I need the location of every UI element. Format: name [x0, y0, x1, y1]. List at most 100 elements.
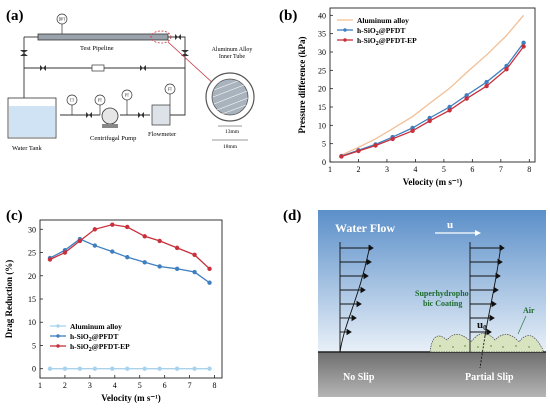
inner-tube-hatch: [211, 78, 249, 116]
data-point: [62, 250, 68, 255]
data-point: [174, 245, 180, 251]
data-point: [521, 40, 526, 46]
data-point: [521, 44, 526, 49]
legend-marker: [56, 344, 60, 348]
legend-marker: [343, 28, 347, 32]
pt-gauge: [94, 94, 106, 106]
data-point: [125, 224, 130, 230]
data-point: [92, 366, 98, 371]
x-tick-label: 5: [138, 381, 142, 390]
legend-label: h-SiO2@PFDT-EP: [357, 36, 417, 47]
inner-tube-label-2: Inner Tube: [219, 54, 246, 60]
partial-slip-profile: [469, 242, 505, 369]
data-point: [207, 280, 212, 285]
legend-marker: [56, 334, 60, 338]
dpt-gauge: [56, 13, 68, 25]
data-point: [157, 366, 162, 371]
svg-text:PT: PT: [98, 99, 103, 103]
data-point: [464, 96, 469, 101]
data-point: [142, 234, 147, 239]
x-tick-label: 6: [470, 165, 474, 174]
data-point: [192, 252, 197, 258]
data-point: [110, 222, 115, 227]
legend-label: h-SiO2@PFDT-EP: [70, 342, 130, 353]
data-point: [47, 257, 53, 262]
legend-marker: [343, 38, 347, 42]
data-point: [77, 366, 83, 371]
data-point: [142, 366, 147, 371]
data-point: [447, 108, 452, 113]
centrifugal-pump-label: Centrifugal Pump: [90, 135, 136, 142]
ground-region: [318, 352, 546, 397]
test-pipeline-label: Test Pipeline: [80, 45, 114, 52]
x-tick-label: 1: [38, 381, 42, 390]
y-tick-label: 0: [32, 365, 36, 374]
inline-filter: [91, 64, 105, 72]
y-tick-label: 40: [318, 11, 326, 20]
y-axis-label: Drag Reduction (%): [4, 260, 14, 339]
data-point: [157, 264, 162, 269]
x-axis-label: Velocity (m s⁻¹): [403, 177, 463, 187]
flowmeter: [151, 104, 171, 126]
x-tick-label: 7: [188, 381, 192, 390]
flowmeter-label: Flowmeter: [148, 131, 177, 138]
data-point: [92, 243, 98, 248]
x-tick-label: 2: [63, 381, 67, 390]
centrifugal-pump: [101, 107, 119, 125]
series-line-2: [49, 223, 210, 270]
partial-slip-label: Partial Slip: [465, 372, 514, 383]
data-point: [174, 266, 180, 271]
plot-frame: [39, 219, 223, 379]
inner-tube-label-1: Aluminum Alloy: [212, 47, 253, 53]
data-point: [157, 238, 162, 244]
data-point: [110, 366, 115, 371]
panel-c-chart: (c) 1 2 3 4 5 6 7 8 0 5 10 15 20 25 30 Velocity (m s⁻¹)…: [4, 208, 223, 403]
y-tick-label: 0: [322, 158, 326, 167]
ft-gauge: [164, 83, 176, 95]
dpt-gauge-label: DPT: [59, 18, 67, 22]
x-tick-label: 2: [356, 165, 360, 174]
data-point: [207, 366, 212, 371]
data-point: [125, 366, 130, 371]
data-point: [142, 260, 147, 265]
y-tick-label: 20: [28, 272, 36, 281]
tt-gauge: [66, 94, 78, 106]
panel-d-letter: (d): [283, 208, 301, 224]
data-point: [427, 118, 432, 124]
test-pipeline: [37, 33, 169, 41]
svg-text:PT: PT: [125, 94, 130, 98]
valve-icon: [20, 34, 189, 118]
svg-text:FT: FT: [168, 88, 173, 92]
coating-label-1: Superhydropho: [415, 289, 469, 298]
dim-18: 18mm: [223, 144, 238, 150]
data-point: [174, 366, 180, 371]
series-line-1: [341, 42, 525, 157]
data-point: [504, 67, 509, 72]
svg-text:TT: TT: [70, 99, 75, 103]
gauge-group: TT PT PT FT: [66, 83, 176, 115]
flow-arrow-icon: [435, 230, 481, 236]
series-line-0: [341, 14, 525, 156]
y-tick-label: 30: [28, 225, 36, 234]
no-slip-label: No Slip: [343, 372, 375, 383]
data-point: [47, 366, 53, 371]
data-point: [192, 269, 197, 275]
panel-b-letter: (b): [279, 8, 297, 24]
dim-13: 13mm: [225, 129, 240, 135]
legend-label: Aluminum alloy: [70, 322, 122, 331]
data-point: [125, 254, 130, 260]
panel-b-chart: (b) 1 2 3 4 5 6 7 8 0 5 10 15 20 25 30 35 40 Velocity (m …: [279, 7, 536, 187]
data-point: [62, 366, 68, 371]
pt-gauge-2: [121, 89, 133, 101]
coating-label-2: bic Coating: [423, 299, 462, 308]
panel-d-diagram: (d) Water Flow u Superhydropho bic Coati…: [283, 208, 546, 397]
legend-label: h-SiO2@PFDT: [357, 26, 405, 37]
y-tick-label: 20: [318, 85, 326, 94]
y-tick-label: 15: [318, 103, 326, 112]
x-tick-label: 4: [113, 381, 117, 390]
x-tick-label: 1: [328, 165, 332, 174]
panel-c-letter: (c): [6, 208, 23, 224]
y-tick-label: 25: [28, 249, 36, 258]
data-point: [484, 79, 489, 85]
x-tick-label: 5: [442, 165, 446, 174]
